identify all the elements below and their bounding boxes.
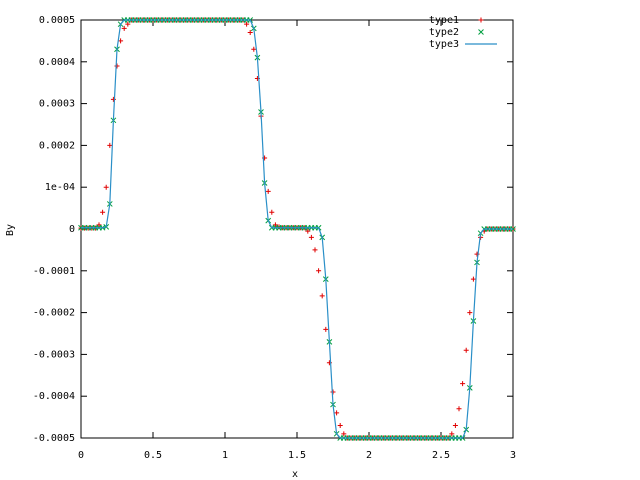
point: [323, 326, 329, 332]
legend-swatch: [478, 17, 484, 23]
x-tick-label: 0.5: [144, 450, 162, 461]
point: [96, 222, 102, 228]
point: [334, 410, 340, 416]
point: [463, 347, 469, 353]
y-tick-label: -0.0004: [33, 391, 75, 402]
legend-label: type2: [429, 27, 459, 38]
x-tick-label: 0: [78, 450, 84, 461]
y-tick-label: 0: [69, 224, 75, 235]
point: [337, 422, 343, 428]
point: [247, 30, 253, 36]
legend-label: type1: [429, 15, 459, 26]
point: [107, 142, 113, 148]
point: [341, 431, 347, 437]
x-tick-label: 2.5: [432, 450, 450, 461]
point: [121, 25, 127, 31]
y-tick-label: 1e-04: [45, 182, 75, 193]
point: [460, 381, 466, 387]
point: [118, 38, 124, 44]
point: [114, 63, 120, 69]
point: [305, 228, 311, 234]
point: [330, 389, 336, 395]
y-tick-label: -0.0002: [33, 308, 75, 319]
point: [272, 222, 278, 228]
point: [449, 431, 455, 437]
point: [265, 188, 271, 194]
point: [251, 46, 257, 52]
series-line: [81, 19, 513, 439]
point: [456, 406, 462, 412]
point: [269, 209, 275, 215]
point: [316, 268, 322, 274]
point: [103, 184, 109, 190]
x-tick-label: 1: [222, 450, 228, 461]
x-tick-label: 1.5: [288, 450, 306, 461]
legend-swatch: [478, 29, 484, 35]
legend-label: type3: [429, 39, 459, 50]
y-tick-label: -0.0003: [33, 349, 75, 360]
point: [474, 251, 480, 257]
y-tick-label: -0.0001: [33, 266, 75, 277]
y-tick-label: 0.0002: [39, 140, 75, 151]
point: [100, 209, 106, 215]
point: [319, 293, 325, 299]
point: [308, 234, 314, 240]
point: [470, 276, 476, 282]
point: [276, 224, 282, 230]
x-tick-label: 3: [510, 450, 516, 461]
point: [110, 96, 116, 102]
x-tick-label: 2: [366, 450, 372, 461]
y-tick-label: -0.0005: [33, 433, 75, 444]
point: [452, 422, 458, 428]
y-axis-label: By: [5, 224, 16, 236]
point: [467, 310, 473, 316]
x-axis-label: x: [292, 469, 298, 480]
point: [244, 21, 250, 27]
y-tick-label: 0.0004: [39, 57, 75, 68]
point: [125, 21, 131, 27]
y-tick-label: 0.0003: [39, 99, 75, 110]
y-tick-label: 0.0005: [39, 15, 75, 26]
point: [312, 247, 318, 253]
